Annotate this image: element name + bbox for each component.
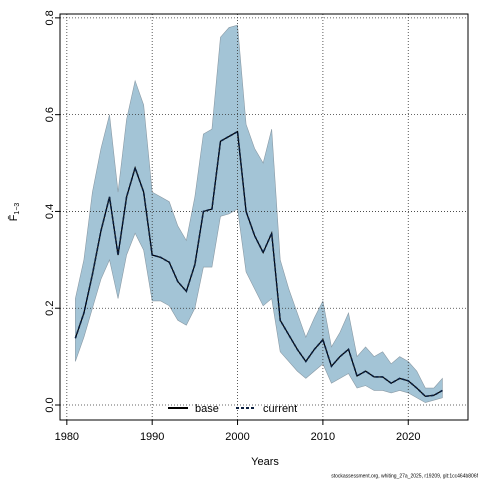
y-tick-label: 0.6: [44, 107, 56, 122]
plot-frame: [59, 13, 469, 421]
legend-label: current: [263, 403, 297, 415]
x-tick-label: 2020: [396, 431, 420, 443]
y-tick-label: 0.0: [44, 397, 56, 412]
x-axis-label: Years: [251, 456, 279, 468]
y-tick-label: 0.4: [44, 204, 56, 219]
x-tick-label: 1990: [140, 431, 164, 443]
footnote: stockassessment.org, whiting_27a_2025, r…: [331, 473, 478, 479]
y-tick-label: 0.8: [44, 10, 56, 25]
series-line: [74, 130, 443, 398]
legend-label: base: [195, 403, 219, 415]
y-tick-label: 0.2: [44, 301, 56, 316]
x-tick-label: 2000: [225, 431, 249, 443]
y-label-main: F̄: [7, 214, 20, 221]
y-label-sub: 1−3: [14, 203, 21, 215]
y-axis-label: F̄1−3: [7, 203, 21, 222]
confidence-band: [75, 24, 443, 403]
x-tick-label: 1980: [55, 431, 79, 443]
x-tick-label: 2010: [311, 431, 335, 443]
